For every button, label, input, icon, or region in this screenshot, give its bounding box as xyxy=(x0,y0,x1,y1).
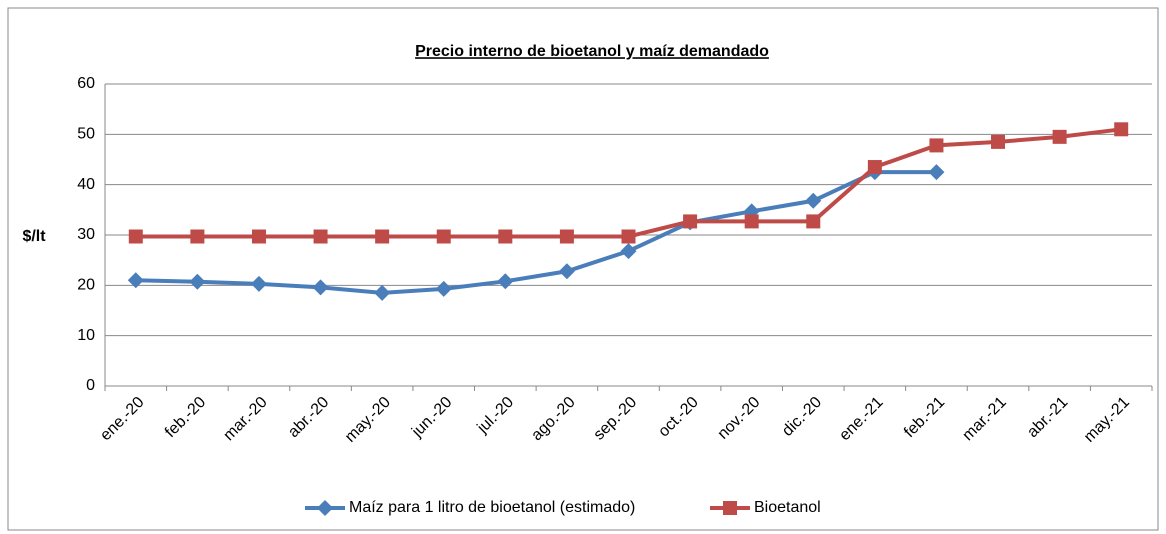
legend-label: Maíz para 1 litro de bioetanol (estimado… xyxy=(349,499,635,516)
y-tick-label: 50 xyxy=(77,126,95,143)
square-marker xyxy=(621,229,636,244)
chart-title: Precio interno de bioetanol y maíz deman… xyxy=(415,43,769,60)
diamond-marker xyxy=(805,192,822,209)
y-tick-label: 40 xyxy=(77,176,95,193)
diamond-marker xyxy=(127,272,144,289)
square-marker xyxy=(683,214,698,229)
square-marker xyxy=(929,138,944,153)
square-marker xyxy=(128,229,143,244)
legend-marker xyxy=(317,500,333,516)
square-marker xyxy=(375,229,390,244)
y-tick-label: 30 xyxy=(77,226,95,243)
diamond-marker xyxy=(189,273,206,290)
y-tick-label: 10 xyxy=(77,327,95,344)
diamond-marker xyxy=(497,273,514,290)
square-marker xyxy=(744,214,759,229)
square-marker xyxy=(1114,122,1129,137)
square-marker xyxy=(436,229,451,244)
square-marker xyxy=(251,229,266,244)
diamond-marker xyxy=(250,275,267,292)
diamond-marker xyxy=(312,279,329,296)
square-marker xyxy=(806,214,821,229)
diamond-marker xyxy=(620,243,637,260)
y-tick-label: 20 xyxy=(77,277,95,294)
y-axis-label: $/lt xyxy=(22,228,46,245)
square-marker xyxy=(313,229,328,244)
diamond-marker xyxy=(928,164,945,181)
square-marker xyxy=(498,229,513,244)
chart-frame xyxy=(7,7,1159,531)
square-marker xyxy=(991,134,1006,149)
series-line xyxy=(135,170,937,295)
y-tick-label: 0 xyxy=(86,377,95,394)
diamond-marker xyxy=(558,263,575,280)
legend-marker xyxy=(723,501,737,515)
square-marker xyxy=(190,229,205,244)
diamond-marker xyxy=(374,284,391,301)
legend-label: Bioetanol xyxy=(754,499,821,516)
square-marker xyxy=(1052,129,1067,144)
square-marker xyxy=(867,160,882,175)
diamond-marker xyxy=(435,280,452,297)
square-marker xyxy=(559,229,574,244)
y-tick-label: 60 xyxy=(77,75,95,92)
